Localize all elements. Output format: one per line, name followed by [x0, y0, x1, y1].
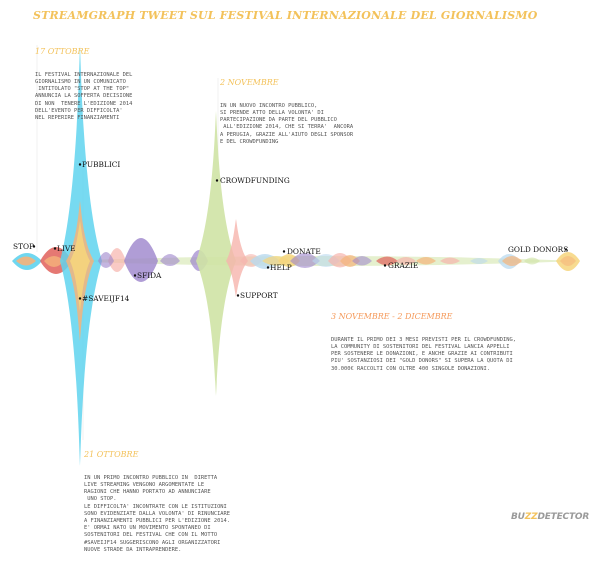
annotation-body: DURANTE IL PRIMO DEI 3 MESI PREVISTI PER… [331, 337, 516, 373]
event-dot [282, 250, 286, 253]
event-label: SUPPORT [240, 291, 278, 300]
annotation-line: E' ORMAI NATO UN MOVIMENTO SPONTANEO DI [84, 525, 211, 532]
annotation-line: IL FESTIVAL INTERNAZIONALE DEL [35, 71, 133, 78]
annotation-line: DURANTE IL PRIMO DEI 3 MESI PREVISTI PER… [331, 336, 516, 343]
annotation-line: IN UN PRIMO INCONTRO PUBBLICO IN DIRETTA [84, 474, 218, 481]
annotation-date: 21 OTTOBRE [84, 450, 139, 460]
annotation-line: PER SOSTENERE LE DONAZIONI, E ANCHE GRAZ… [331, 351, 513, 358]
annotation-line: E DEL CROWDFUNDING [220, 138, 279, 145]
event-label: GOLD DONORS [508, 245, 568, 254]
annotation-line: 30.000€ RACCOLTI CON OLTRE 400 SINGOLE D… [331, 365, 491, 372]
event-dot [78, 297, 82, 300]
annotation-line: SOSTENITORI DEL FESTIVAL CHE CON IL MOTT… [84, 532, 218, 539]
event-label: CROWDFUNDING [220, 176, 290, 185]
stream-crowdfunding-green [196, 111, 236, 396]
annotation-body: IL FESTIVAL INTERNAZIONALE DEL GIORNALISM… [35, 72, 132, 122]
event-label: PUBBLICI [82, 160, 120, 169]
annotation-date: 2 NOVEMBRE [220, 78, 279, 88]
event-dot [266, 266, 270, 269]
annotation-line: A FINANZIAMENTI PUBBLICI PER L'EDIZIONE … [84, 518, 231, 525]
annotation-line: RAGIONI CHE HANNO PORTATO AD ANNUNCIARE [84, 489, 211, 496]
event-dot [53, 247, 57, 250]
event-label: HELP [270, 263, 292, 272]
stream-gold-orange [560, 256, 576, 266]
stream-pink-minor [396, 257, 416, 265]
event-dot [383, 264, 387, 267]
event-dot [215, 179, 219, 182]
stream-stop-orange [16, 256, 36, 266]
event-label: GRAZIE [388, 261, 418, 270]
annotation-line: UNO STOP. [84, 496, 117, 503]
brand-part: DETECTOR [537, 512, 590, 522]
stream-grazie-red [376, 256, 398, 266]
stream-purple-small [98, 252, 114, 268]
event-dot [564, 248, 568, 251]
event-dot [32, 245, 36, 248]
annotation-line: LE DIFFICOLTA' INCONTRATE CON LE ISTITUZ… [84, 503, 227, 510]
stream-purple-minor [160, 254, 180, 266]
annotation-line: SONO EVIDENZIATE DALLA VOLONTA' DI RINUN… [84, 510, 231, 517]
annotation-line: LIVE STREAMING VENGONO ARGOMENTATE LE [84, 482, 205, 489]
annotation-21-ottobre: 21 OTTOBRE IN UN PRIMO INCONTRO PUBBLICO… [84, 436, 230, 568]
annotation-line: ALL'EDIZIONE 2014, CHE SI TERRA' ANCORA [220, 124, 354, 131]
stream-sfida-purple [124, 238, 158, 282]
event-label: LIVE [57, 244, 76, 253]
annotation-2-novembre: 2 NOVEMBRE IN UN NUOVO INCONTRO PUBBLICO… [220, 64, 353, 160]
annotation-date: 3 NOVEMBRE - 2 DICEMBRE [331, 312, 453, 322]
annotation-line: ANNUNCIA LA SOFFERTA DECISIONE [35, 93, 133, 100]
annotation-line: DELL'EVENTO PER DIFFICOLTA' [35, 107, 123, 114]
chart-title: STREAMGRAPH TWEET SUL FESTIVAL INTERNAZI… [33, 9, 538, 22]
annotation-line: INTITOLATO "STOP AT THE TOP" [35, 86, 130, 93]
annotation-line: GIORNALISMO IN UN COMUNICATO [35, 79, 126, 86]
stream-support-pink [226, 219, 248, 297]
annotation-line: #SAVEIJF14 SUGGERISCONO AGLI ORGANIZZATO… [84, 539, 221, 546]
annotation-date: 17 OTTOBRE [35, 47, 90, 57]
event-label: STOP [13, 242, 34, 251]
annotation-line: DI NON TENERE L'EDIZIONE 2014 [35, 100, 133, 107]
annotation-body: IN UN PRIMO INCONTRO PUBBLICO IN DIRETTA… [84, 475, 230, 554]
event-label: SFIDA [137, 271, 162, 280]
stream-savejf14-yellow [70, 221, 90, 311]
event-dot [133, 274, 137, 277]
event-label: DONATE [287, 247, 321, 256]
annotation-line: PARTECIPAZIONE DA PARTE DEL PUBBLICO [220, 117, 337, 124]
stream-pink [108, 248, 126, 272]
stream-donate-purple [290, 253, 320, 268]
buzzdetector-logo: BUZZDETECTOR [511, 512, 589, 522]
annotation-line: LA COMMUNITY DI SOSTENITORI DEL FESTIVAL… [331, 344, 510, 351]
stream-gold-orange [502, 256, 522, 266]
stream-live-orange [44, 256, 64, 267]
stream-green-minor [524, 257, 540, 265]
stream-purple-minor [352, 256, 372, 266]
brand-part: ZZ [524, 512, 538, 522]
streamgraph-svg: STOP LIVE PUBBLICI #SAVEIJF14 SFIDA CROWDFUND… [12, 45, 580, 466]
stream-orange-minor [416, 257, 436, 265]
streamgraph-chart: STREAMGRAPH TWEET SUL FESTIVAL INTERNAZI… [12, 9, 589, 553]
event-label: #SAVEIJF14 [82, 294, 130, 303]
brand-part: BU [511, 512, 525, 522]
annotation-17-ottobre: 17 OTTOBRE IL FESTIVAL INTERNAZIONALE DE… [35, 33, 132, 137]
annotation-body: IN UN NUOVO INCONTRO PUBBLICO, SI PRENDE … [220, 103, 353, 146]
annotation-line: NEL REPERIRE FINANZIAMENTI [35, 115, 120, 122]
stream-pink-minor [440, 257, 460, 264]
annotation-line: SI PRENDE ATTO DELLA VOLONTA' DI [220, 110, 324, 117]
annotation-line: IN UN NUOVO INCONTRO PUBBLICO, [220, 102, 318, 109]
event-dot [236, 294, 240, 297]
annotation-3-novembre-2-dicembre: 3 NOVEMBRE - 2 DICEMBRE DURANTE IL PRIMO… [331, 298, 516, 387]
stream-lightblue [470, 258, 488, 264]
annotation-line: A PERUGIA, GRAZIE ALL'AIUTO DEGLI SPONSO… [220, 131, 354, 138]
event-dot [78, 163, 82, 166]
annotation-line: NUOVE STRADE DA INTRAPRENDERE. [84, 546, 182, 553]
annotation-line: PIU' SOSTANZIOSI DEI "GOLD DONORS" SI SU… [331, 358, 513, 365]
stream-orange-minor [340, 255, 360, 267]
